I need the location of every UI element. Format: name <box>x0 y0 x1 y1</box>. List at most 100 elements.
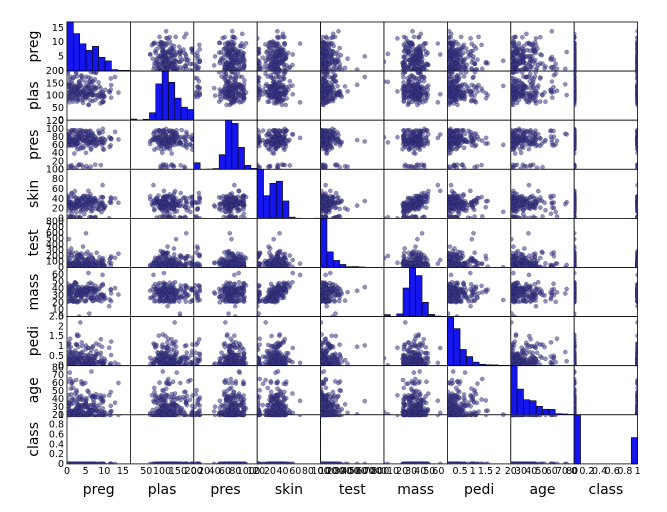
point-plas-pres-130 <box>172 164 176 168</box>
point-pedi-preg-129 <box>470 42 474 46</box>
hist-bar-preg-6 <box>105 61 111 71</box>
hist-bar-skin-2 <box>270 183 276 218</box>
point-plas-pres-164 <box>173 143 177 147</box>
point-preg-pres-139 <box>101 127 105 131</box>
point-age-plas-157 <box>511 100 515 104</box>
point-preg-plas-178 <box>103 88 107 92</box>
hist-bar-plas-6 <box>168 82 174 120</box>
point-skin-plas-4 <box>298 100 302 104</box>
point-pres-plas-177 <box>241 93 245 97</box>
point-test-plas-175 <box>334 91 338 95</box>
point-plas-pres-157 <box>151 132 155 136</box>
point-plas-preg-168 <box>184 64 188 68</box>
point-preg-skin-178 <box>103 204 107 208</box>
point-test-plas-174 <box>328 90 332 94</box>
point-pedi-preg-151 <box>455 58 459 62</box>
point-pres-plas-157 <box>237 100 241 104</box>
point-test-plas-47 <box>335 84 339 88</box>
point-pedi-plas-164 <box>501 84 505 88</box>
point-pres-preg-172 <box>229 63 233 67</box>
point-test-plas-138 <box>345 89 349 93</box>
point-skin-pres-106 <box>288 163 292 167</box>
point-pedi-pres-118 <box>479 163 483 167</box>
point-test-pres-136 <box>338 165 342 169</box>
cell-pres-class <box>572 120 640 171</box>
point-age-pres-120 <box>540 141 544 145</box>
point-plas-preg-178 <box>168 39 172 43</box>
point-mass-plas-135 <box>408 77 412 81</box>
point-plas-preg-175 <box>163 61 167 65</box>
point-pres-preg-65 <box>218 41 222 45</box>
point-preg-plas-157 <box>67 100 71 104</box>
cell-preg-preg <box>67 22 130 71</box>
hist-bar-preg-1 <box>73 34 79 71</box>
point-preg-plas-135 <box>93 77 97 81</box>
point-preg-pres-178 <box>103 138 107 142</box>
point-age-plas-152 <box>550 96 554 100</box>
point-plas-skin-167 <box>162 189 166 193</box>
cell-preg-pedi <box>445 22 510 73</box>
point-test-preg-175 <box>334 61 338 65</box>
point-pedi-preg-178 <box>451 39 455 43</box>
point-pres-preg-131 <box>233 36 237 40</box>
cell-preg-mass <box>382 22 447 73</box>
point-preg-plas-93 <box>79 78 83 82</box>
point-pres-preg-174 <box>240 53 244 57</box>
point-preg-plas-145 <box>88 98 92 102</box>
point-age-pres-100 <box>519 151 523 155</box>
point-pres-plas-168 <box>234 75 238 79</box>
point-plas-pres-165 <box>154 138 158 142</box>
point-pres-skin-138 <box>195 208 199 212</box>
point-mass-preg-163 <box>404 45 408 49</box>
point-preg-plas-169 <box>84 86 88 90</box>
point-pedi-plas-77 <box>475 90 479 94</box>
hist-bar-plas-8 <box>181 107 187 120</box>
point-skin-pres-138 <box>266 165 270 169</box>
point-plas-skin-161 <box>152 198 156 202</box>
point-pres-preg-166 <box>240 32 244 36</box>
point-plas-skin-4 <box>151 183 155 187</box>
point-mass-preg-131 <box>395 36 399 40</box>
point-age-pres-152 <box>550 143 554 147</box>
point-skin-preg-174 <box>273 53 277 57</box>
point-skin-preg-176 <box>267 45 271 49</box>
point-skin-plas-124 <box>281 83 285 87</box>
point-pedi-preg-166 <box>449 32 453 36</box>
point-mass-pres-167 <box>438 132 442 136</box>
point-mass-plas-118 <box>422 86 426 90</box>
point-plas-pres-179 <box>163 139 167 143</box>
point-skin-preg-162 <box>266 54 270 58</box>
point-mass-preg-169 <box>402 54 406 58</box>
point-pres-skin-4 <box>232 183 236 187</box>
point-age-preg-179 <box>530 54 534 58</box>
point-pres-skin-150 <box>242 212 246 216</box>
hist-bar-plas-7 <box>175 98 181 120</box>
point-pres-preg-115 <box>230 29 234 33</box>
point-preg-plas-179 <box>84 91 88 95</box>
point-preg-pres-171 <box>89 132 93 136</box>
point-preg-pres-131 <box>107 135 111 139</box>
point-preg-pres-141 <box>72 151 76 155</box>
point-mass-preg-115 <box>410 29 414 33</box>
point-age-pres-141 <box>513 151 517 155</box>
cell-skin-test <box>319 169 384 220</box>
point-plas-preg-164 <box>173 59 177 63</box>
point-plas-skin-166 <box>184 196 188 200</box>
point-test-preg-132 <box>336 55 340 59</box>
point-test-plas-166 <box>331 75 335 79</box>
cell-plas-plas <box>130 71 193 120</box>
point-plas-preg-122 <box>185 58 189 62</box>
cell-preg-class <box>572 22 640 73</box>
point-preg-plas-122 <box>79 74 83 78</box>
cell-skin-plas <box>130 169 195 220</box>
point-skin-plas-159 <box>257 91 261 95</box>
point-mass-preg-166 <box>419 32 423 36</box>
point-plas-preg-176 <box>161 45 165 49</box>
point-mass-plas-151 <box>408 83 412 87</box>
point-preg-plas-83 <box>101 100 105 104</box>
point-age-plas-116 <box>555 89 559 93</box>
point-age-pres-156 <box>520 143 524 147</box>
point-preg-skin-157 <box>67 200 71 204</box>
cell-pres-pedi <box>445 120 510 171</box>
